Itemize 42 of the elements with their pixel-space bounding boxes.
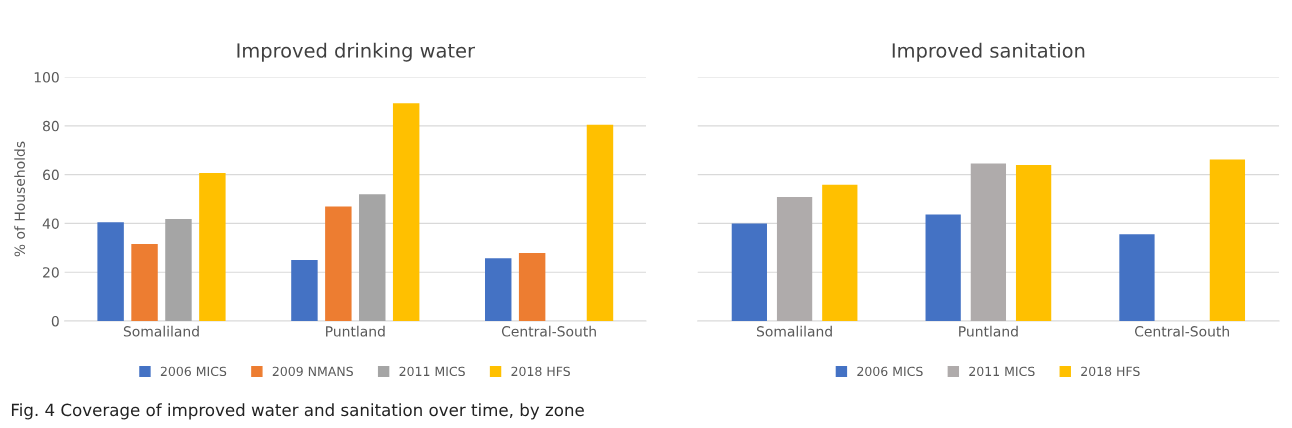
x-tick-label: Central-South bbox=[501, 325, 596, 337]
legend-label: 2018 HFS bbox=[511, 366, 570, 377]
bar bbox=[359, 194, 386, 321]
y-tick-label: 0 bbox=[51, 315, 59, 327]
bar bbox=[165, 219, 192, 321]
x-tick-label: Puntland bbox=[959, 325, 1018, 337]
bar bbox=[822, 184, 858, 321]
legend-label: 2006 MICS bbox=[857, 366, 923, 377]
bar bbox=[199, 172, 226, 321]
y-tick-label: 80 bbox=[43, 120, 59, 132]
bar bbox=[291, 260, 318, 321]
chart-title: Improved drinking water bbox=[237, 42, 476, 62]
y-tick-label: 60 bbox=[43, 169, 59, 181]
bar bbox=[586, 124, 614, 321]
y-tick-label: 40 bbox=[42, 218, 59, 229]
bar bbox=[1015, 165, 1052, 321]
legend-label: 2018 HFS bbox=[1081, 366, 1140, 377]
bar bbox=[776, 197, 813, 321]
bar bbox=[731, 223, 767, 321]
caption: Fig. 4 Coverage of improved water and sanitation over time, by zone bbox=[11, 403, 584, 420]
y-tick-label: 100 bbox=[34, 72, 59, 83]
bar bbox=[131, 243, 158, 321]
bar bbox=[970, 163, 1007, 321]
y-tick-label: 20 bbox=[43, 267, 59, 278]
bar bbox=[392, 103, 420, 321]
bar bbox=[97, 222, 124, 321]
y-axis-title: % of Households bbox=[14, 141, 25, 257]
legend-label: 2006 MICS bbox=[160, 366, 227, 377]
bar bbox=[325, 206, 352, 321]
legend-label: 2011 MICS bbox=[969, 366, 1035, 377]
bar bbox=[1119, 234, 1155, 321]
chart-title: Improved sanitation bbox=[892, 42, 1085, 62]
bar bbox=[518, 252, 546, 321]
x-tick-label: Puntland bbox=[326, 325, 385, 337]
legend-label: 2011 MICS bbox=[399, 366, 465, 377]
bar bbox=[925, 214, 961, 321]
x-tick-label: Somaliland bbox=[123, 325, 199, 337]
x-tick-label: Somaliland bbox=[756, 325, 832, 337]
legend-label: 2009 NMANS bbox=[272, 366, 353, 377]
bar bbox=[485, 258, 512, 321]
bar bbox=[1209, 159, 1246, 321]
x-tick-label: Central-South bbox=[1134, 325, 1229, 337]
